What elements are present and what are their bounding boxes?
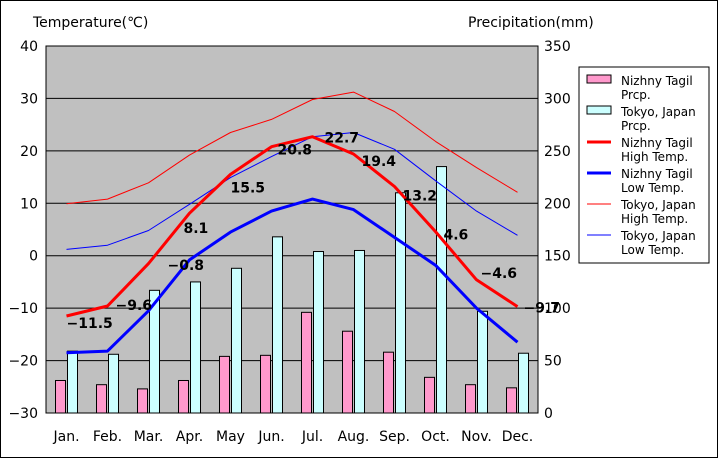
x-tick-label: Aug. (338, 429, 370, 445)
data-label: 19.4 (362, 154, 397, 170)
precip-bar (96, 384, 107, 414)
legend-label: High Temp. (621, 150, 688, 164)
plot-area (45, 45, 539, 414)
right-tick-label: 300 (544, 91, 571, 107)
precip-bar (518, 352, 529, 414)
x-tick-label: Mar. (134, 429, 164, 445)
precip-bar (137, 388, 148, 414)
x-tick-label: May (216, 429, 245, 445)
data-label: 8.1 (184, 221, 209, 237)
precip-bar (465, 384, 476, 414)
data-label: −11.5 (67, 316, 113, 332)
legend-label: Nizhny Tagil (621, 167, 693, 181)
precip-bar (67, 350, 78, 414)
precip-bar (190, 281, 201, 414)
data-label: −9.6 (116, 298, 153, 314)
precip-bar (354, 249, 365, 414)
left-tick-label: 30 (20, 91, 38, 107)
left-tick-label: 10 (20, 196, 38, 212)
right-tick-label: 150 (544, 249, 571, 265)
temp-line (66, 132, 518, 250)
legend-label: Nizhny Tagil (621, 74, 693, 88)
x-tick-label: Jan. (52, 429, 79, 445)
x-tick-label: Jul. (301, 429, 323, 445)
data-label: 4.6 (444, 228, 469, 244)
right-tick-label: 250 (544, 144, 571, 160)
precip-bar (219, 355, 230, 414)
legend-label: Tokyo, Japan (620, 229, 696, 243)
x-tick-label: Nov. (461, 429, 492, 445)
right-tick-label: 50 (544, 354, 562, 370)
precip-bar (342, 330, 353, 414)
legend-label: Nizhny Tagil (621, 136, 693, 150)
precip-bar (436, 166, 447, 414)
right-tick-label: 100 (544, 301, 571, 317)
data-label: −0.8 (168, 258, 205, 274)
x-tick-label: Oct. (421, 429, 450, 445)
legend-swatch (586, 74, 612, 84)
data-label: −9.7 (524, 301, 561, 317)
legend-swatch (586, 105, 612, 115)
left-tick-label: −10 (8, 301, 38, 317)
legend-box (578, 66, 710, 264)
precip-bar (506, 387, 517, 414)
temp-line (66, 91, 518, 205)
left-tick-label: 40 (20, 39, 38, 55)
left-tick-label: −30 (8, 406, 38, 422)
legend-label: Low Temp. (621, 181, 684, 195)
left-tick-label: 0 (29, 249, 38, 265)
x-tick-label: Apr. (176, 429, 203, 445)
x-tick-label: Sep. (379, 429, 410, 445)
legend-label: Prcp. (621, 119, 651, 133)
left-axis-title: Temperature(℃) (32, 15, 148, 31)
precip-bar (383, 351, 394, 414)
data-label: 13.2 (403, 189, 438, 205)
precip-bar (108, 353, 119, 414)
legend-label: Low Temp. (621, 243, 684, 257)
precip-bar (272, 236, 283, 414)
temp-line (66, 197, 519, 355)
precip-bar (178, 379, 189, 414)
x-tick-label: Dec. (502, 429, 534, 445)
data-label: −4.6 (481, 266, 518, 282)
legend-label: Tokyo, Japan (620, 198, 696, 212)
legend-label: High Temp. (621, 212, 688, 226)
legend-label: Tokyo, Japan (620, 105, 696, 119)
right-tick-label: 350 (544, 39, 571, 55)
precip-bar (424, 376, 435, 414)
x-tick-label: Jun. (257, 429, 284, 445)
data-label: 20.8 (278, 143, 313, 159)
precip-bar (301, 311, 312, 414)
right-tick-label: 200 (544, 196, 571, 212)
precip-bar (231, 267, 242, 414)
precip-bar (395, 192, 406, 414)
right-axis-title: Precipitation(mm) (468, 15, 594, 31)
precip-bar (55, 379, 66, 414)
data-label: 22.7 (325, 131, 360, 147)
left-tick-label: 20 (20, 144, 38, 160)
right-tick-label: 0 (544, 406, 553, 422)
left-tick-label: −20 (8, 354, 38, 370)
precip-bar (313, 251, 324, 414)
data-label: 15.5 (231, 180, 266, 196)
precip-bar (260, 354, 271, 414)
legend-label: Prcp. (621, 88, 651, 102)
temp-line (66, 135, 519, 318)
precip-bar (149, 289, 160, 414)
x-tick-label: Feb. (93, 429, 122, 445)
precip-bar (477, 310, 488, 414)
